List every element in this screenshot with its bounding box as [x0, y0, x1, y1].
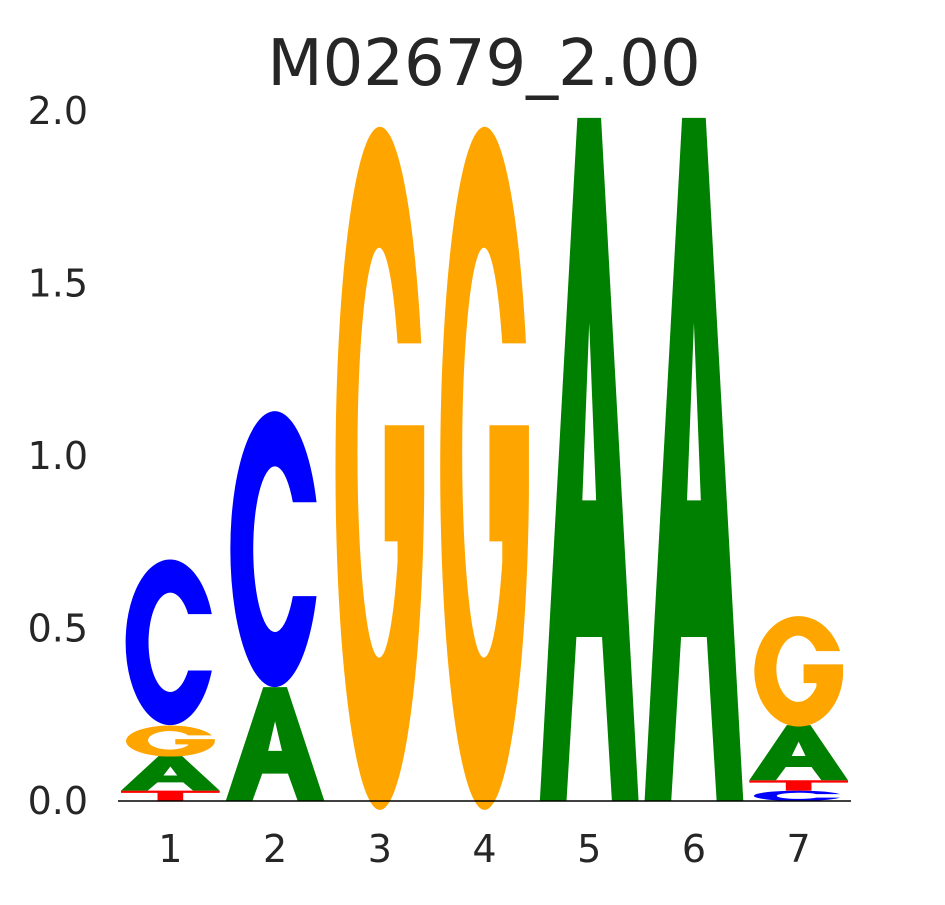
logo-letter-c-pos-2 [230, 411, 317, 688]
x-tick-label: 6 [682, 827, 706, 871]
logo-letter-g-pos-1 [126, 725, 215, 757]
logo-letters [121, 117, 848, 810]
logo-letter-a-pos-5 [539, 117, 639, 801]
logo-letter-t-pos-1 [121, 790, 220, 801]
x-tick-label: 2 [263, 827, 287, 871]
x-tick-label: 3 [368, 827, 392, 871]
logo-letter-a-pos-6 [644, 117, 744, 801]
x-tick-label: 1 [158, 827, 182, 871]
logo-letter-a-pos-2 [225, 687, 325, 801]
y-tick-label: 2.0 [28, 89, 88, 133]
logo-letter-g-pos-3 [335, 126, 425, 810]
y-tick-label: 1.5 [28, 262, 88, 306]
chart-title: M02679_2.00 [267, 27, 700, 101]
logo-letter-t-pos-7 [749, 780, 848, 791]
logo-letter-a-pos-7 [749, 725, 848, 781]
x-tick-label: 5 [577, 827, 601, 871]
x-axis: 1 2 3 4 5 6 7 [158, 827, 810, 871]
logo-letter-c-pos-1 [125, 559, 212, 726]
x-tick-label: 7 [787, 827, 811, 871]
logo-letter-g-pos-7 [754, 616, 844, 727]
logo-letter-g-pos-4 [440, 126, 529, 810]
logo-letter-c-pos-7 [753, 790, 841, 801]
y-tick-label: 0.0 [28, 779, 88, 823]
y-tick-label: 1.0 [28, 434, 88, 478]
y-tick-label: 0.5 [28, 607, 88, 651]
y-axis: 0.0 0.5 1.0 1.5 2.0 [28, 89, 88, 823]
x-tick-label: 4 [472, 827, 496, 871]
logo-letter-a-pos-1 [121, 756, 220, 791]
